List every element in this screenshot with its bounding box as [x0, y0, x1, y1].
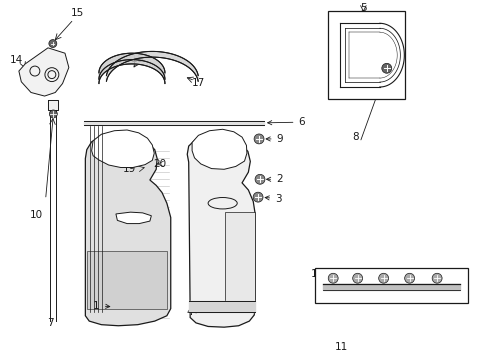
Text: 8: 8	[351, 132, 358, 142]
Polygon shape	[87, 251, 166, 309]
Circle shape	[327, 273, 338, 283]
Text: 11: 11	[334, 342, 347, 352]
Circle shape	[254, 134, 264, 144]
Polygon shape	[187, 136, 255, 327]
Polygon shape	[192, 129, 246, 169]
Polygon shape	[188, 301, 255, 312]
Text: 19: 19	[122, 163, 135, 174]
Bar	[314, 267, 467, 303]
Circle shape	[381, 63, 391, 73]
Text: 20: 20	[153, 159, 166, 169]
Text: 9: 9	[265, 134, 283, 144]
Circle shape	[431, 273, 441, 283]
Circle shape	[49, 110, 57, 118]
Text: 2: 2	[266, 174, 282, 184]
Text: 13: 13	[310, 269, 329, 283]
Text: 7: 7	[47, 318, 54, 328]
Polygon shape	[48, 100, 58, 111]
Text: 4: 4	[186, 307, 199, 317]
Circle shape	[378, 273, 388, 283]
Text: 14: 14	[10, 55, 23, 65]
Circle shape	[352, 273, 362, 283]
Polygon shape	[84, 121, 264, 125]
Text: 3: 3	[264, 194, 281, 204]
Text: 12: 12	[451, 274, 465, 284]
Polygon shape	[85, 134, 170, 326]
Text: 5: 5	[359, 3, 366, 13]
Polygon shape	[106, 51, 198, 81]
Text: 15: 15	[70, 8, 83, 18]
Polygon shape	[116, 212, 151, 224]
Circle shape	[404, 273, 414, 283]
Text: 16: 16	[131, 54, 144, 64]
Circle shape	[253, 192, 263, 202]
Text: 6: 6	[267, 117, 305, 127]
Polygon shape	[322, 284, 459, 290]
Text: 10: 10	[30, 210, 43, 220]
Polygon shape	[224, 212, 255, 301]
Circle shape	[49, 40, 57, 48]
Polygon shape	[91, 130, 154, 167]
Circle shape	[255, 174, 264, 184]
Bar	[327, 12, 404, 99]
Text: 1: 1	[93, 301, 110, 311]
Polygon shape	[99, 53, 164, 84]
Text: 17: 17	[191, 78, 204, 88]
Polygon shape	[19, 48, 69, 96]
Text: 18: 18	[122, 151, 135, 161]
